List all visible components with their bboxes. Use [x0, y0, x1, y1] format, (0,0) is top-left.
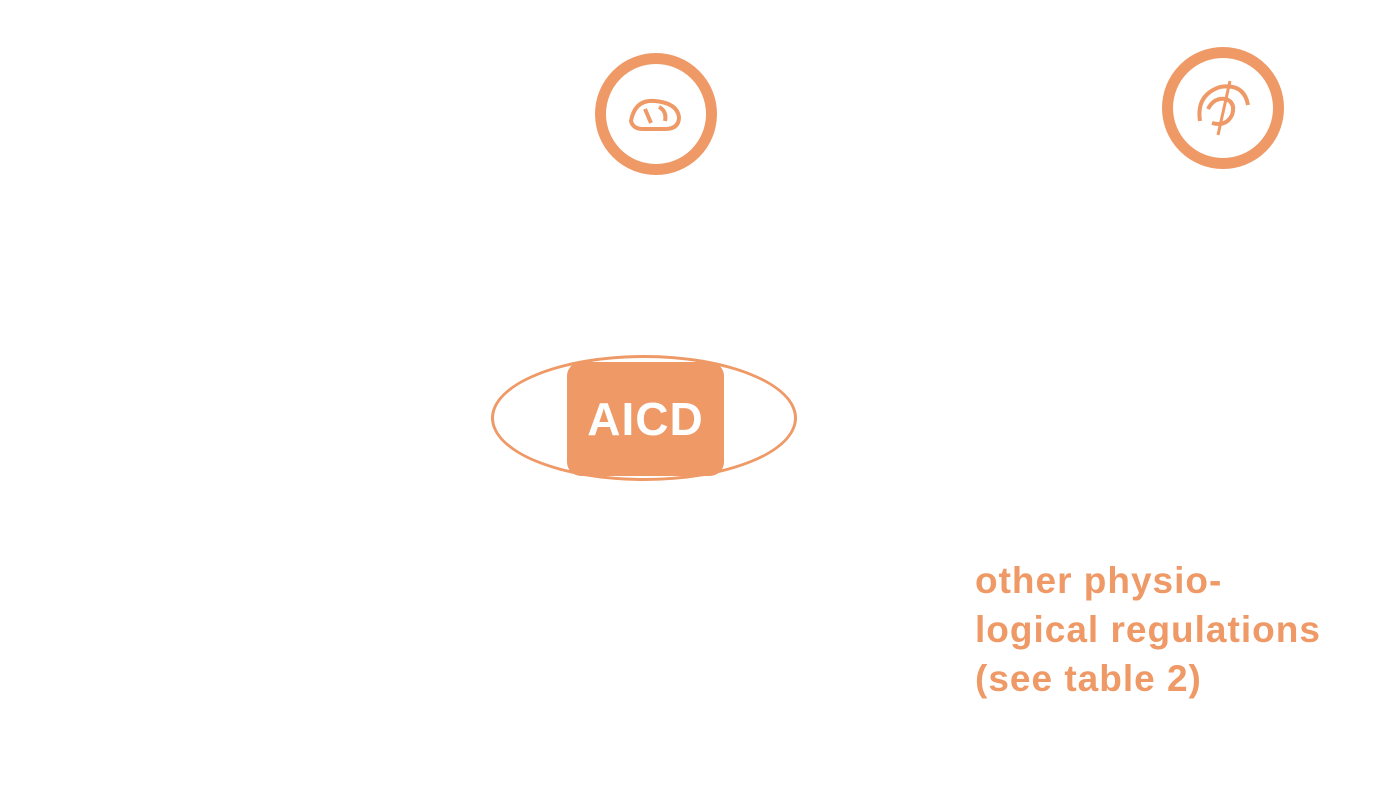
center-node-label: AICD: [587, 393, 704, 445]
center-ellipse-outline: [491, 355, 797, 481]
right-note: other physio- logical regulations (see t…: [975, 556, 1321, 703]
right-note-line-2: logical regulations: [975, 609, 1321, 650]
right-note-line-3: (see table 2): [975, 658, 1202, 699]
ring-glyph-icon: [628, 98, 682, 131]
right-note-line-1: other physio-: [975, 560, 1223, 601]
top-right-ring-node: [1162, 47, 1284, 169]
ring-glyph-icon: [1197, 80, 1250, 136]
center-node: AICD: [567, 362, 724, 476]
top-left-ring-node: [595, 53, 717, 175]
